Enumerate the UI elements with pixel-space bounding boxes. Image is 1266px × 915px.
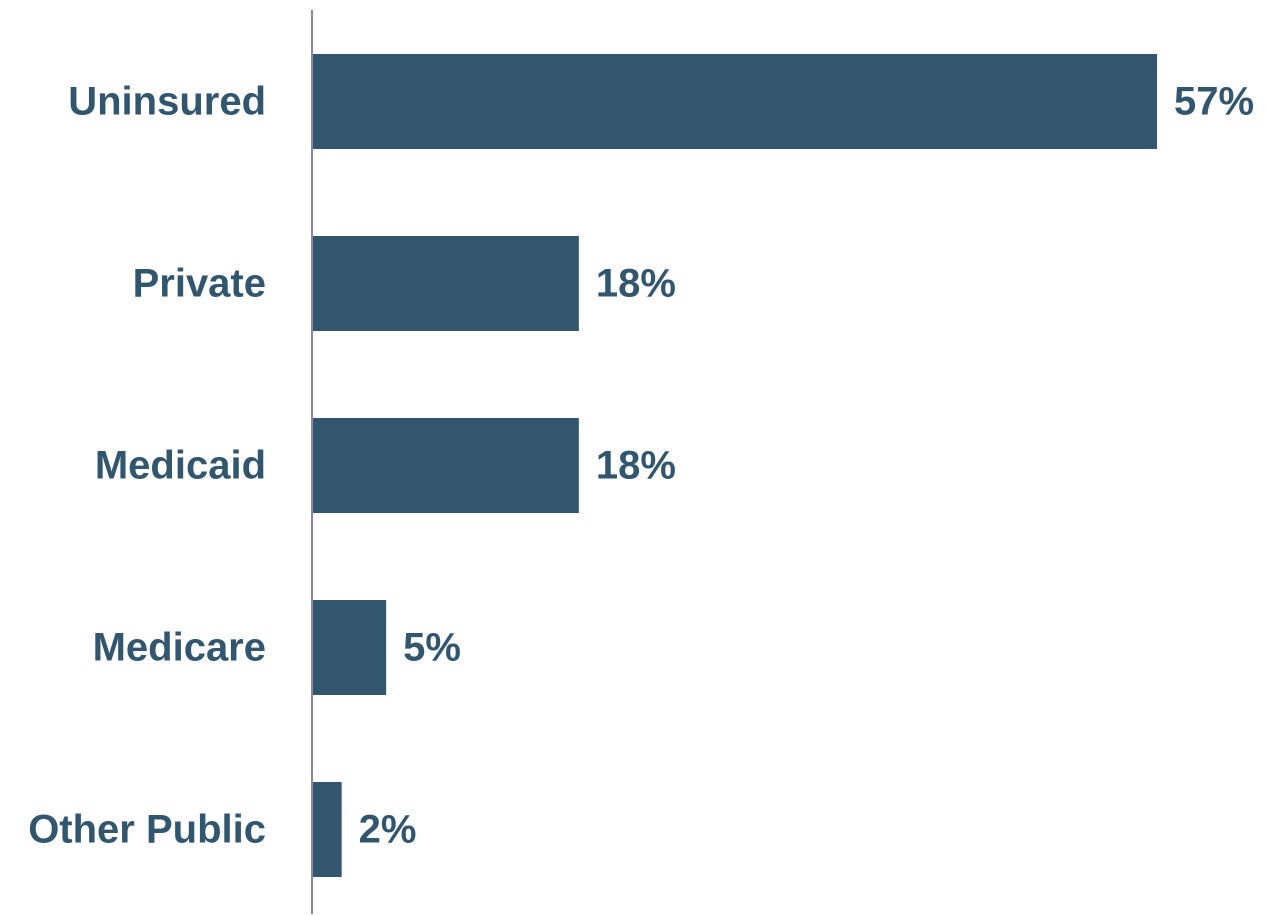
bar-medicare [312, 600, 387, 695]
bar-medicaid [312, 418, 579, 513]
bar-uninsured [312, 54, 1158, 149]
category-label-medicare: Medicare [93, 626, 266, 670]
value-label-medicare: 5% [403, 626, 461, 670]
value-labels: 57% 18% 18% 5% 2% [359, 80, 1254, 852]
category-label-private: Private [133, 262, 266, 306]
category-label-medicaid: Medicaid [95, 444, 266, 488]
value-label-private: 18% [596, 262, 676, 306]
category-label-other-public: Other Public [28, 808, 266, 852]
value-label-medicaid: 18% [596, 444, 676, 488]
bar-other-public [312, 782, 342, 877]
category-label-uninsured: Uninsured [68, 80, 266, 124]
category-labels: Uninsured Private Medicaid Medicare Other Pu… [28, 80, 266, 852]
value-label-other-public: 2% [359, 808, 417, 852]
bar-private [312, 236, 579, 331]
bars-group [312, 54, 1158, 877]
value-label-uninsured: 57% [1174, 80, 1254, 124]
